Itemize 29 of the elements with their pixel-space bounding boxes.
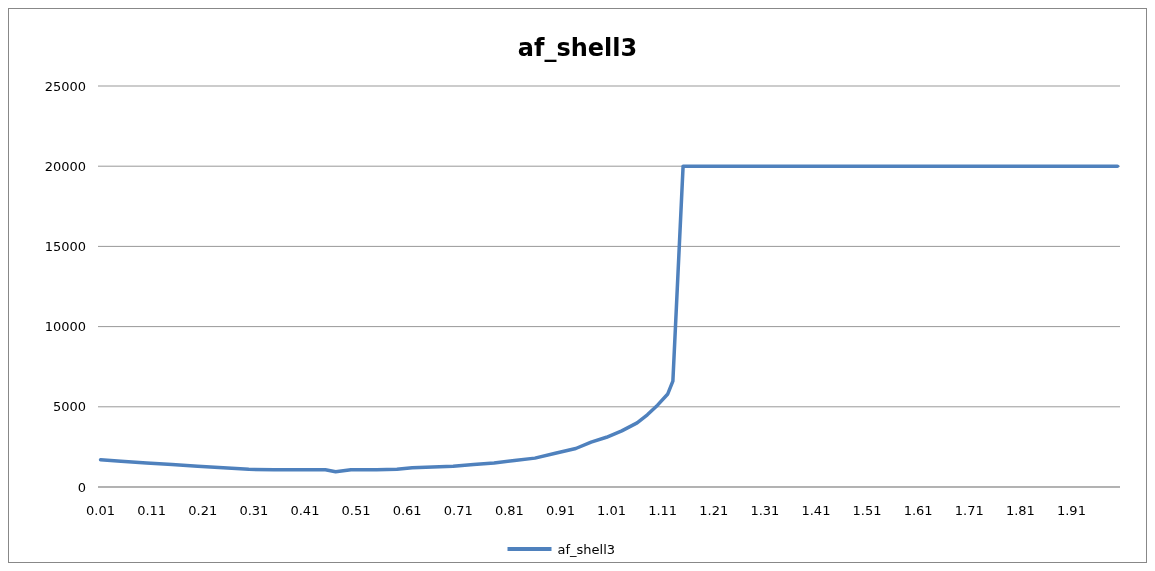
y-tick-label: 0 <box>77 479 86 495</box>
y-tick-label: 5000 <box>52 399 86 415</box>
y-tick-label: 10000 <box>44 319 86 335</box>
legend-label: af_shell3 <box>557 541 616 557</box>
x-tick-label: 0.81 <box>494 503 524 518</box>
x-tick-label: 0.11 <box>137 503 167 518</box>
x-tick-label: 0.51 <box>341 503 371 518</box>
x-tick-label: 1.61 <box>903 503 933 518</box>
x-tick-label: 1.11 <box>648 503 678 518</box>
x-tick-label: 1.01 <box>597 503 627 518</box>
y-tick-label: 15000 <box>44 238 86 254</box>
x-tick-label: 1.71 <box>954 503 984 518</box>
chart-title: af_shell3 <box>517 34 638 62</box>
y-tick-label: 25000 <box>44 78 86 94</box>
x-tick-label: 0.31 <box>239 503 269 518</box>
x-tick-label: 1.41 <box>801 503 831 518</box>
x-tick-label: 0.21 <box>188 503 218 518</box>
x-tick-label: 0.91 <box>545 503 575 518</box>
x-tick-label: 0.41 <box>290 503 320 518</box>
line-series <box>98 164 1120 474</box>
x-tick-label: 1.91 <box>1056 503 1086 518</box>
x-tick-label: 1.21 <box>699 503 729 518</box>
x-tick-label: 0.01 <box>86 503 116 518</box>
x-tick-label: 0.61 <box>392 503 422 518</box>
x-tick-label: 1.81 <box>1005 503 1035 518</box>
x-tick-label: 0.71 <box>443 503 473 518</box>
x-tick-label: 1.31 <box>750 503 780 518</box>
x-tick-label: 1.51 <box>852 503 882 518</box>
y-tick-label: 20000 <box>44 158 86 174</box>
